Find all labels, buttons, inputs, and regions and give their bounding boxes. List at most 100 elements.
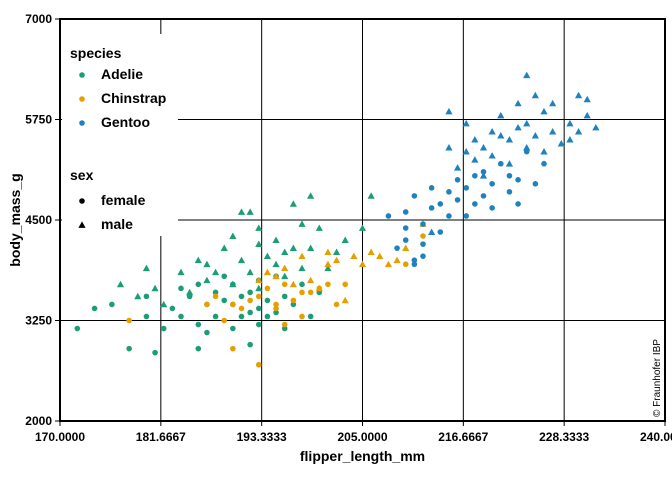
point-adelie-female: [238, 293, 245, 300]
point-adelie-male: [324, 264, 332, 272]
x-tick-label: 170.0000: [35, 430, 85, 444]
point-gentoo-male: [566, 119, 574, 127]
point-gentoo-male: [505, 160, 514, 167]
credit-text: © Fraunhofer IBP: [652, 339, 663, 417]
point-adelie-male: [211, 268, 220, 276]
legend: species sex Adelie Chinstrap Gentoo female m…: [62, 34, 178, 236]
point-adelie-female: [74, 325, 81, 332]
point-gentoo-female: [420, 221, 426, 227]
point-adelie-male: [281, 248, 289, 256]
point-gentoo-female: [446, 213, 452, 219]
point-gentoo-male: [471, 136, 479, 143]
point-gentoo-male: [549, 99, 557, 107]
point-adelie-male: [177, 268, 185, 276]
legend-key-female: [79, 198, 85, 204]
point-gentoo-female: [420, 253, 426, 259]
point-gentoo-female: [411, 257, 418, 264]
point-chinstrap-female: [299, 313, 305, 320]
point-gentoo-male: [514, 123, 522, 131]
point-gentoo-female: [480, 168, 487, 175]
point-adelie-male: [237, 208, 246, 215]
point-gentoo-male: [540, 107, 548, 115]
point-adelie-female: [264, 313, 271, 320]
point-gentoo-male: [505, 136, 514, 143]
point-gentoo-female: [437, 201, 444, 207]
point-gentoo-female: [489, 181, 495, 187]
point-adelie-female: [143, 313, 150, 320]
point-chinstrap-female: [402, 261, 409, 268]
point-chinstrap-male: [307, 276, 315, 284]
point-chinstrap-female: [299, 289, 305, 296]
point-gentoo-male: [471, 156, 479, 163]
point-adelie-male: [255, 240, 263, 247]
point-gentoo-male: [497, 111, 505, 119]
point-gentoo-female: [472, 172, 478, 179]
point-gentoo-male: [479, 172, 488, 179]
point-adelie-female: [247, 309, 253, 316]
point-chinstrap-female: [230, 345, 236, 352]
point-chinstrap-female: [342, 281, 349, 288]
legend-label-adelie: Adelie: [101, 66, 143, 82]
x-tick-label: 193.3333: [237, 430, 287, 444]
point-gentoo-female: [411, 193, 418, 199]
point-adelie-male: [307, 192, 315, 199]
point-chinstrap-male: [376, 252, 384, 260]
point-chinstrap-female: [273, 301, 279, 308]
point-gentoo-male: [488, 127, 496, 135]
point-chinstrap-male: [350, 252, 358, 260]
point-adelie-male: [367, 192, 375, 199]
legend-sex-title: sex: [70, 167, 94, 183]
point-chinstrap-male: [263, 268, 272, 276]
point-gentoo-female: [515, 201, 521, 207]
point-gentoo-female: [463, 185, 470, 191]
point-gentoo-male: [540, 148, 548, 155]
y-tick-label: 4500: [25, 213, 52, 227]
point-adelie-male: [237, 256, 246, 264]
point-adelie-male: [289, 244, 297, 252]
point-adelie-male: [289, 200, 297, 207]
point-chinstrap-female: [264, 285, 271, 292]
point-chinstrap-female: [273, 305, 279, 312]
point-gentoo-female: [394, 245, 400, 251]
point-gentoo-female: [480, 193, 487, 199]
legend-key-adelie: [79, 72, 85, 78]
point-adelie-male: [358, 224, 367, 231]
x-tick-label: 228.3333: [539, 430, 589, 444]
point-chinstrap-female: [238, 305, 245, 312]
point-adelie-female: [221, 297, 228, 304]
point-adelie-male: [332, 248, 341, 256]
point-adelie-female: [91, 305, 98, 312]
point-gentoo-male: [557, 140, 565, 147]
x-axis-ticks: 170.0000 181.6667 193.3333 205.0000 216.6667…: [35, 421, 672, 444]
x-tick-label: 205.0000: [337, 430, 387, 444]
point-gentoo-male: [514, 99, 522, 107]
x-tick-label: 181.6667: [136, 430, 186, 444]
point-adelie-male: [229, 280, 237, 288]
point-adelie-female: [290, 301, 297, 308]
point-chinstrap-male: [272, 272, 280, 280]
point-adelie-female: [212, 313, 219, 320]
point-gentoo-female: [411, 261, 418, 268]
point-chinstrap-female: [126, 317, 132, 324]
point-adelie-female: [255, 305, 262, 312]
point-adelie-male: [281, 272, 289, 280]
point-gentoo-male: [592, 123, 600, 131]
point-gentoo-male: [523, 119, 531, 127]
point-chinstrap-female: [420, 233, 426, 239]
point-adelie-female: [204, 329, 210, 336]
point-gentoo-male: [428, 228, 436, 235]
point-gentoo-female: [541, 160, 547, 167]
point-adelie-female: [264, 297, 271, 304]
point-adelie-female: [255, 321, 262, 328]
point-gentoo-female: [463, 213, 470, 219]
y-tick-label: 3250: [25, 314, 52, 328]
point-adelie-male: [203, 260, 211, 268]
point-chinstrap-male: [289, 280, 297, 288]
point-gentoo-female: [497, 160, 504, 167]
point-adelie-male: [298, 264, 306, 272]
point-gentoo-male: [462, 148, 470, 155]
point-chinstrap-male: [324, 248, 332, 256]
point-gentoo-female: [454, 177, 461, 183]
point-adelie-male: [160, 300, 168, 308]
